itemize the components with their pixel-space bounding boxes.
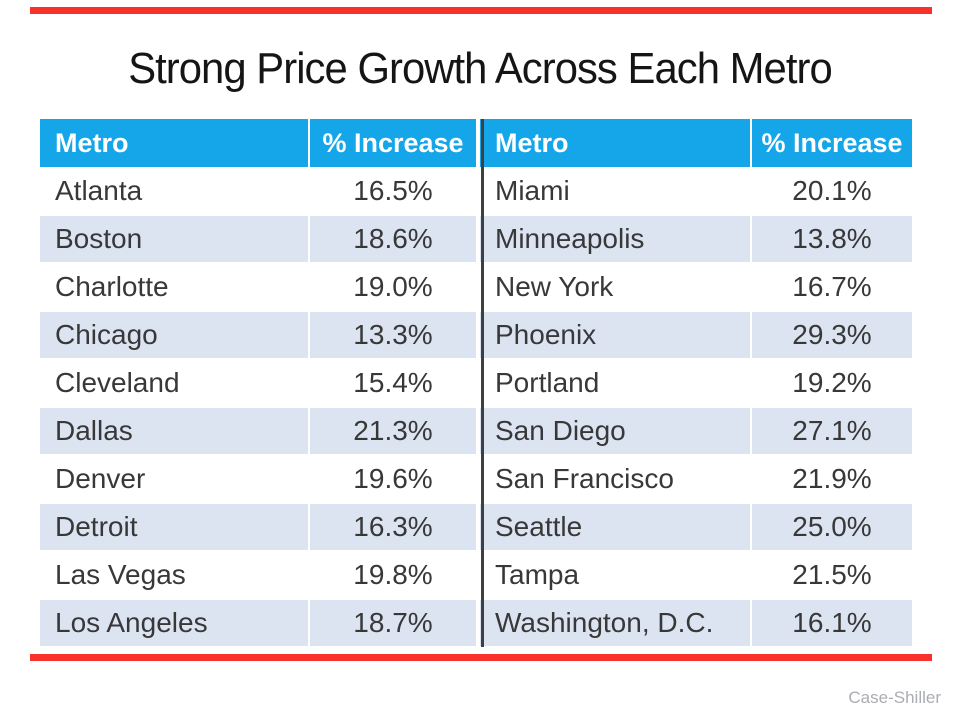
table-header-row: Metro % Increase Metro % Increase	[40, 119, 912, 167]
metro-cell: Las Vegas	[40, 551, 310, 599]
increase-cell: 13.8%	[752, 215, 912, 263]
metro-cell: Detroit	[40, 503, 310, 551]
metro-cell: Washington, D.C.	[480, 599, 752, 647]
column-header-metro-right: Metro	[480, 119, 752, 167]
table-row: Charlotte 19.0% New York 16.7%	[40, 263, 912, 311]
accent-bar-bottom	[30, 654, 932, 661]
metro-cell: Seattle	[480, 503, 752, 551]
increase-cell: 19.8%	[310, 551, 480, 599]
table-row: Denver 19.6% San Francisco 21.9%	[40, 455, 912, 503]
metro-cell: Denver	[40, 455, 310, 503]
metro-cell: Phoenix	[480, 311, 752, 359]
increase-cell: 19.2%	[792, 367, 872, 398]
metro-cell: Chicago	[40, 311, 310, 359]
accent-bar-top	[30, 7, 932, 14]
increase-cell: 21.9%	[792, 463, 872, 494]
increase-cell: 18.7%	[310, 599, 480, 647]
metro-cell: San Francisco	[480, 455, 752, 503]
metro-cell: Minneapolis	[480, 215, 752, 263]
table-row: Cleveland 15.4% Portland 19.2%	[40, 359, 912, 407]
increase-cell: 27.1%	[752, 407, 912, 455]
increase-cell: 25.0%	[752, 503, 912, 551]
metro-cell: Cleveland	[40, 359, 310, 407]
increase-cell: 16.7%	[792, 271, 872, 302]
metro-cell: Dallas	[40, 407, 310, 455]
metro-cell: Los Angeles	[40, 599, 310, 647]
table-row: Boston 18.6% Minneapolis 13.8%	[40, 215, 912, 263]
column-header-increase-right: % Increase	[752, 119, 912, 167]
metro-cell: Boston	[40, 215, 310, 263]
metro-cell: Charlotte	[40, 263, 310, 311]
table-row: Dallas 21.3% San Diego 27.1%	[40, 407, 912, 455]
metro-cell: Portland	[480, 359, 752, 407]
price-growth-table: Metro % Increase Metro % Increase Atlant…	[40, 119, 912, 647]
increase-cell: 20.1%	[792, 175, 872, 206]
metro-cell: Tampa	[480, 551, 752, 599]
increase-cell: 21.3%	[310, 407, 480, 455]
metro-cell: New York	[480, 263, 752, 311]
table-row: Las Vegas 19.8% Tampa 21.5%	[40, 551, 912, 599]
increase-cell: 13.3%	[310, 311, 480, 359]
metro-cell: San Diego	[480, 407, 752, 455]
increase-cell: 19.0%	[310, 263, 480, 311]
column-header-metro-left: Metro	[40, 119, 310, 167]
increase-cell: 19.6%	[310, 455, 480, 503]
increase-cell: 21.5%	[792, 559, 872, 590]
column-divider	[481, 119, 484, 647]
increase-cell: 15.4%	[310, 359, 480, 407]
table-row: Atlanta 16.5% Miami 20.1%	[40, 167, 912, 215]
table-row: Chicago 13.3% Phoenix 29.3%	[40, 311, 912, 359]
slide-title: Strong Price Growth Across Each Metro	[128, 44, 833, 93]
increase-cell: 16.1%	[752, 599, 912, 647]
table-row: Detroit 16.3% Seattle 25.0%	[40, 503, 912, 551]
metro-cell: Atlanta	[40, 167, 310, 215]
increase-cell: 16.3%	[310, 503, 480, 551]
increase-cell: 18.6%	[310, 215, 480, 263]
increase-cell: 29.3%	[752, 311, 912, 359]
metro-cell: Miami	[480, 167, 752, 215]
column-header-increase-left: % Increase	[310, 119, 480, 167]
source-credit: Case-Shiller	[848, 688, 941, 707]
table-row: Los Angeles 18.7% Washington, D.C. 16.1%	[40, 599, 912, 647]
increase-cell: 16.5%	[310, 167, 480, 215]
